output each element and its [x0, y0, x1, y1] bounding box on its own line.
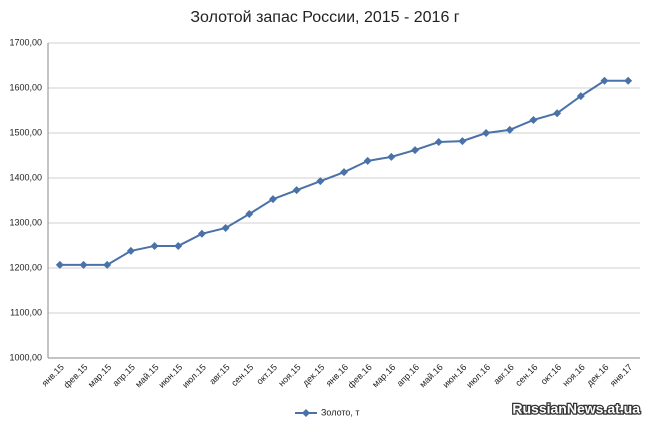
marker	[55, 260, 64, 269]
x-tick-label: май.16	[417, 362, 444, 389]
x-tick-label: авг.16	[491, 362, 515, 386]
x-tick-label: янв.17	[608, 362, 634, 388]
marker	[553, 109, 562, 118]
marker	[316, 177, 325, 186]
marker	[529, 115, 538, 124]
marker	[103, 260, 112, 269]
y-tick-label: 1400,00	[9, 172, 42, 182]
marker	[245, 210, 254, 218]
x-tick-label: июл.16	[464, 362, 492, 390]
x-tick-label: июн.15	[157, 362, 185, 390]
x-tick-label: апр.16	[395, 362, 421, 388]
y-tick-label: 1700,00	[9, 37, 42, 47]
x-tick-label: дек.16	[585, 362, 611, 388]
y-tick-label: 1000,00	[9, 352, 42, 362]
x-tick-label: мар.16	[370, 362, 397, 389]
marker	[482, 129, 491, 137]
marker	[340, 168, 348, 177]
x-tick-label: июн.16	[441, 362, 469, 390]
y-tick-label: 1100,00	[10, 307, 42, 317]
marker	[150, 241, 159, 250]
x-tick-label: дек.15	[300, 362, 326, 388]
x-tick-label: сен.15	[229, 362, 255, 388]
y-tick-label: 1500,00	[9, 127, 42, 137]
marker	[387, 152, 396, 161]
legend-label: Золото, т	[321, 407, 360, 417]
x-tick-label: ноя.16	[560, 362, 586, 388]
y-tick-label: 1200,00	[9, 262, 42, 272]
marker	[268, 195, 277, 204]
marker	[126, 246, 135, 255]
marker	[197, 229, 206, 238]
y-tick-label: 1600,00	[9, 82, 42, 92]
x-tick-label: окт.16	[539, 362, 564, 387]
marker	[411, 146, 420, 155]
marker	[624, 76, 633, 85]
x-tick-label: ноя.15	[276, 362, 302, 388]
marker	[505, 125, 514, 134]
y-tick-label: 1300,00	[9, 217, 42, 227]
x-tick-label: фев.15	[62, 362, 90, 390]
marker	[434, 138, 443, 146]
x-tick-label: июл.15	[180, 362, 208, 390]
marker	[576, 92, 585, 101]
x-tick-label: авг.15	[207, 362, 231, 386]
x-tick-label: фев.16	[346, 362, 374, 390]
x-tick-label: окт.15	[255, 362, 280, 387]
marker	[363, 156, 372, 165]
x-tick-label: май.15	[133, 362, 160, 389]
x-tick-label: сен.16	[513, 362, 539, 388]
marker	[79, 260, 88, 269]
marker	[458, 137, 467, 146]
watermark: RussianNews.at.ua	[512, 401, 640, 417]
x-tick-label: апр.15	[111, 362, 137, 388]
legend-marker	[302, 409, 310, 417]
marker	[600, 76, 609, 85]
chart-title: Золотой запас России, 2015 - 2016 г	[190, 9, 459, 26]
x-tick-label: мар.15	[86, 362, 113, 389]
marker	[174, 241, 183, 250]
marker	[292, 186, 301, 195]
marker	[221, 223, 230, 232]
